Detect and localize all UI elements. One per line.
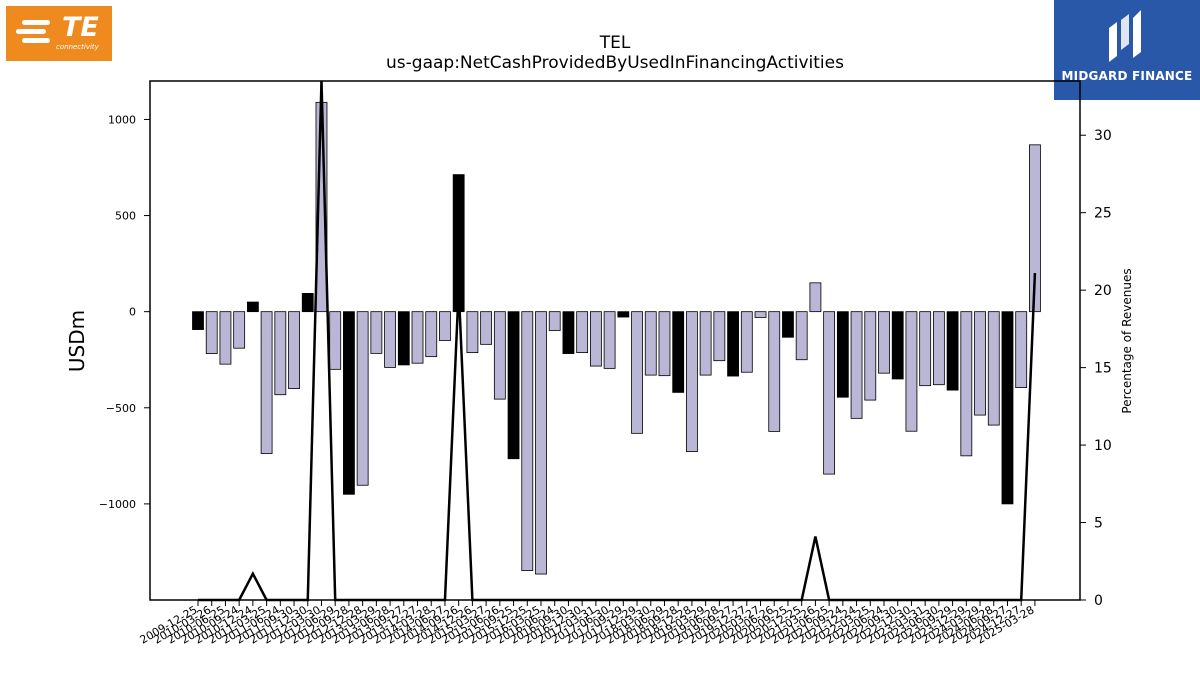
bar-2015-12-25 [521, 311, 534, 571]
y-axis-right: 0 5 10 15 20 25 30 [1080, 128, 1112, 609]
chart-title-ticker: TEL [599, 33, 631, 53]
bar-2019-12-27 [740, 311, 753, 373]
bar-2024-06-28 [987, 311, 1000, 426]
bar-2016-09-30 [562, 311, 575, 354]
y2-tick-label: 0 [1094, 593, 1103, 609]
y2-tick-label: 25 [1094, 206, 1112, 222]
bar-series [192, 101, 1041, 575]
bar-2022-12-30 [905, 311, 918, 432]
x-axis: 2009-12-252010-03-262010-06-252010-09-24… [138, 600, 1036, 647]
bar-2013-12-27 [411, 311, 424, 364]
bar-2015-09-25 [507, 311, 520, 460]
bar-2021-12-24 [850, 311, 863, 419]
bar-2010-06-25 [219, 311, 232, 365]
plot-frame [149, 80, 1081, 601]
bar-2012-12-28 [356, 311, 369, 486]
te-connectivity-logo: TE connectivity [6, 6, 112, 61]
bar-2018-03-30 [644, 311, 657, 376]
y2-tick-label: 20 [1094, 283, 1112, 299]
bar-2021-03-26 [809, 282, 822, 313]
chart-title-metric: us-gaap:NetCashProvidedByUsedInFinancing… [386, 53, 844, 73]
bar-2011-06-24 [274, 311, 287, 396]
bar-2018-06-29 [658, 311, 671, 377]
bar-2014-06-27 [439, 311, 451, 341]
bar-2014-03-28 [425, 311, 438, 358]
bar-2017-09-29 [617, 311, 630, 318]
y-tick-label: 0 [129, 306, 136, 319]
y-tick-label: 500 [115, 210, 136, 223]
bar-2024-09-27 [1001, 311, 1014, 505]
bar-2015-06-26 [493, 311, 506, 400]
bar-2025-03-28 [1029, 144, 1041, 313]
bar-2013-09-27 [397, 311, 410, 366]
bar-2016-03-25 [535, 311, 547, 575]
bar-2023-09-29 [946, 311, 959, 391]
te-logo-text: TE [62, 12, 99, 43]
bar-2018-12-28 [686, 311, 698, 453]
y2-tick-label: 5 [1094, 516, 1103, 532]
y2-tick-label: 10 [1094, 438, 1112, 454]
bar-2020-06-26 [768, 311, 781, 432]
midgard-finance-logo: MIDGARD FINANCE [1054, 0, 1200, 100]
bar-2020-09-25 [782, 311, 794, 338]
y2-tick-label: 15 [1094, 361, 1112, 377]
bar-2022-03-25 [864, 311, 877, 401]
bar-2010-12-24 [246, 301, 259, 313]
bar-2021-09-24 [836, 311, 849, 398]
y-axis-left: 1000 500 0 −500 −1000 [99, 113, 150, 511]
bar-2024-12-27 [1015, 311, 1028, 389]
bar-2016-12-30 [576, 311, 589, 354]
y2-tick-label: 30 [1094, 128, 1112, 144]
bar-2015-03-27 [480, 311, 493, 345]
bar-2023-03-31 [919, 311, 932, 387]
bar-2017-06-30 [603, 311, 616, 369]
bar-2024-03-29 [974, 311, 986, 416]
bar-2011-12-30 [301, 293, 314, 313]
bar-2019-09-27 [727, 311, 739, 377]
bar-2022-06-24 [878, 311, 890, 374]
bar-2017-12-29 [631, 311, 643, 434]
bar-2023-12-29 [960, 311, 973, 457]
bar-2012-06-29 [329, 311, 342, 370]
midgard-logo-text: MIDGARD FINANCE [1061, 69, 1193, 83]
bar-2017-03-31 [589, 311, 602, 367]
bar-2013-03-29 [370, 311, 383, 354]
bar-2012-09-28 [343, 311, 355, 495]
midgard-emblem-icon [1109, 10, 1141, 62]
bar-2020-03-27 [754, 311, 767, 318]
te-stripes-icon [16, 20, 50, 43]
y-tick-label: 1000 [108, 113, 136, 126]
bar-2021-06-25 [823, 311, 836, 475]
bar-2018-09-28 [672, 311, 685, 393]
bar-2019-03-29 [699, 311, 712, 376]
bar-2009-12-25 [192, 311, 204, 330]
bar-2010-03-26 [205, 311, 218, 354]
y2-axis-label: Percentage of Revenues [1120, 268, 1134, 413]
bar-2011-03-25 [260, 311, 273, 454]
y-tick-label: −1000 [99, 498, 136, 511]
bar-2020-12-25 [795, 311, 808, 361]
bar-2023-06-30 [932, 311, 945, 386]
y-axis-label: USDm [65, 310, 89, 372]
bar-2016-06-24 [548, 311, 561, 331]
bar-2013-06-28 [384, 311, 396, 368]
bar-2010-09-24 [233, 311, 246, 349]
bar-2014-12-26 [466, 311, 479, 354]
bar-2019-06-28 [713, 311, 726, 362]
y-tick-label: −500 [106, 402, 136, 415]
bar-2022-09-30 [891, 311, 904, 380]
bar-2011-09-30 [288, 311, 300, 389]
te-logo-subtext: connectivity [56, 43, 99, 51]
